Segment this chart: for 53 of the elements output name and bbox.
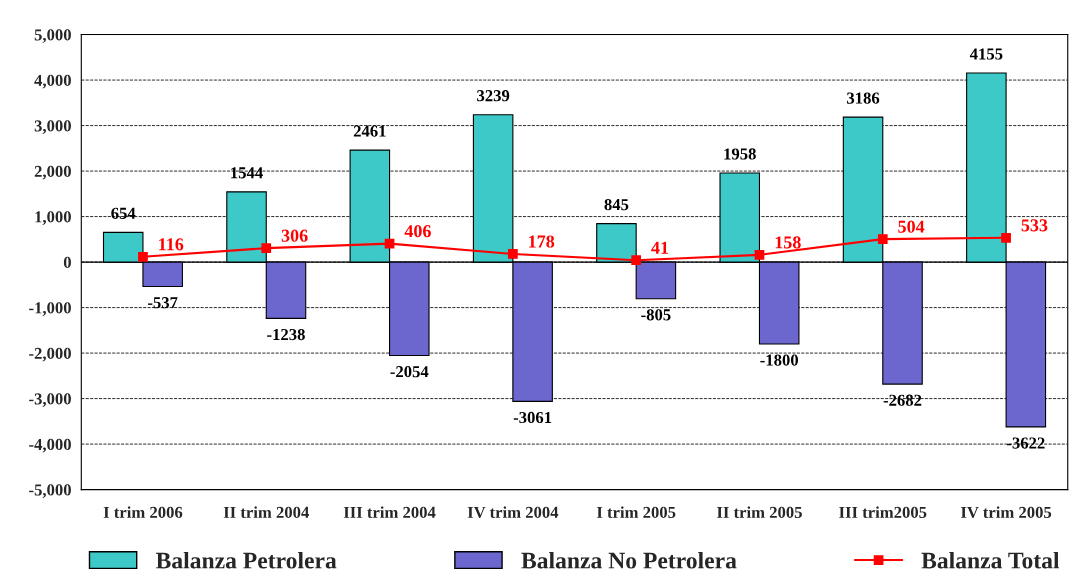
y-tick-label: 5,000: [34, 29, 71, 43]
y-tick-label: -5,000: [29, 484, 71, 498]
data-label: 504: [898, 220, 925, 233]
data-label: 1958: [724, 148, 756, 160]
x-tick-label: II trim 2004: [223, 506, 309, 518]
legend-label: Balanza Total: [921, 551, 1060, 569]
data-label: 2461: [353, 125, 386, 137]
data-label: 845: [604, 198, 629, 211]
x-tick-label: II trim 2005: [716, 506, 802, 518]
legend-label: Balanza Petrolera: [155, 551, 337, 569]
data-label: 4155: [969, 48, 1003, 60]
x-tick-label: I trim 2005: [596, 506, 676, 518]
data-label: 158: [775, 236, 801, 249]
data-label: 41: [651, 241, 669, 254]
data-label: 1544: [231, 167, 263, 179]
point: [631, 255, 642, 266]
data-label: 3239: [477, 90, 510, 102]
x-tick-label: IV trim 2005: [960, 506, 1052, 519]
data-label: -3622: [1006, 437, 1045, 449]
y-tick-label: -2,000: [29, 347, 71, 362]
y-tick-label: -3,000: [29, 393, 71, 407]
y-tick-label: 1,000: [35, 211, 71, 225]
data-label: 654: [111, 207, 136, 219]
data-label: 3186: [847, 92, 880, 104]
y-tick-label: -4,000: [29, 438, 71, 453]
x-tick-label: III trim2005: [839, 506, 927, 518]
y-tick-label: -1,000: [29, 302, 71, 316]
data-label: -805: [641, 309, 671, 321]
data-label: 306: [281, 229, 308, 242]
x-tick-label: IV trim 2004: [467, 506, 559, 519]
data-label: 533: [1021, 219, 1048, 232]
data-label: -1800: [760, 354, 799, 366]
data-label: -2682: [883, 394, 922, 406]
data-label: -1238: [267, 328, 305, 341]
y-tick-label: 0: [63, 256, 71, 269]
point: [1001, 232, 1011, 243]
legend-label: Balanza No Petrolera: [521, 551, 737, 569]
point: [508, 249, 518, 259]
point: [261, 243, 272, 254]
y-tick-label: 4,000: [34, 74, 71, 89]
data-label: -3061: [513, 411, 552, 424]
x-tick-label: I trim 2006: [103, 506, 183, 518]
y-tick-label: 2,000: [34, 165, 71, 180]
point: [754, 250, 765, 260]
data-label: 406: [404, 225, 431, 238]
point: [138, 251, 148, 262]
data-label: 116: [159, 238, 184, 251]
y-tick-label: 3,000: [34, 120, 71, 134]
data-label: -2054: [390, 366, 429, 378]
data-label: 178: [529, 235, 555, 248]
x-tick-label: III trim 2004: [343, 506, 436, 518]
data-label: -537: [148, 297, 178, 309]
point: [877, 234, 888, 245]
